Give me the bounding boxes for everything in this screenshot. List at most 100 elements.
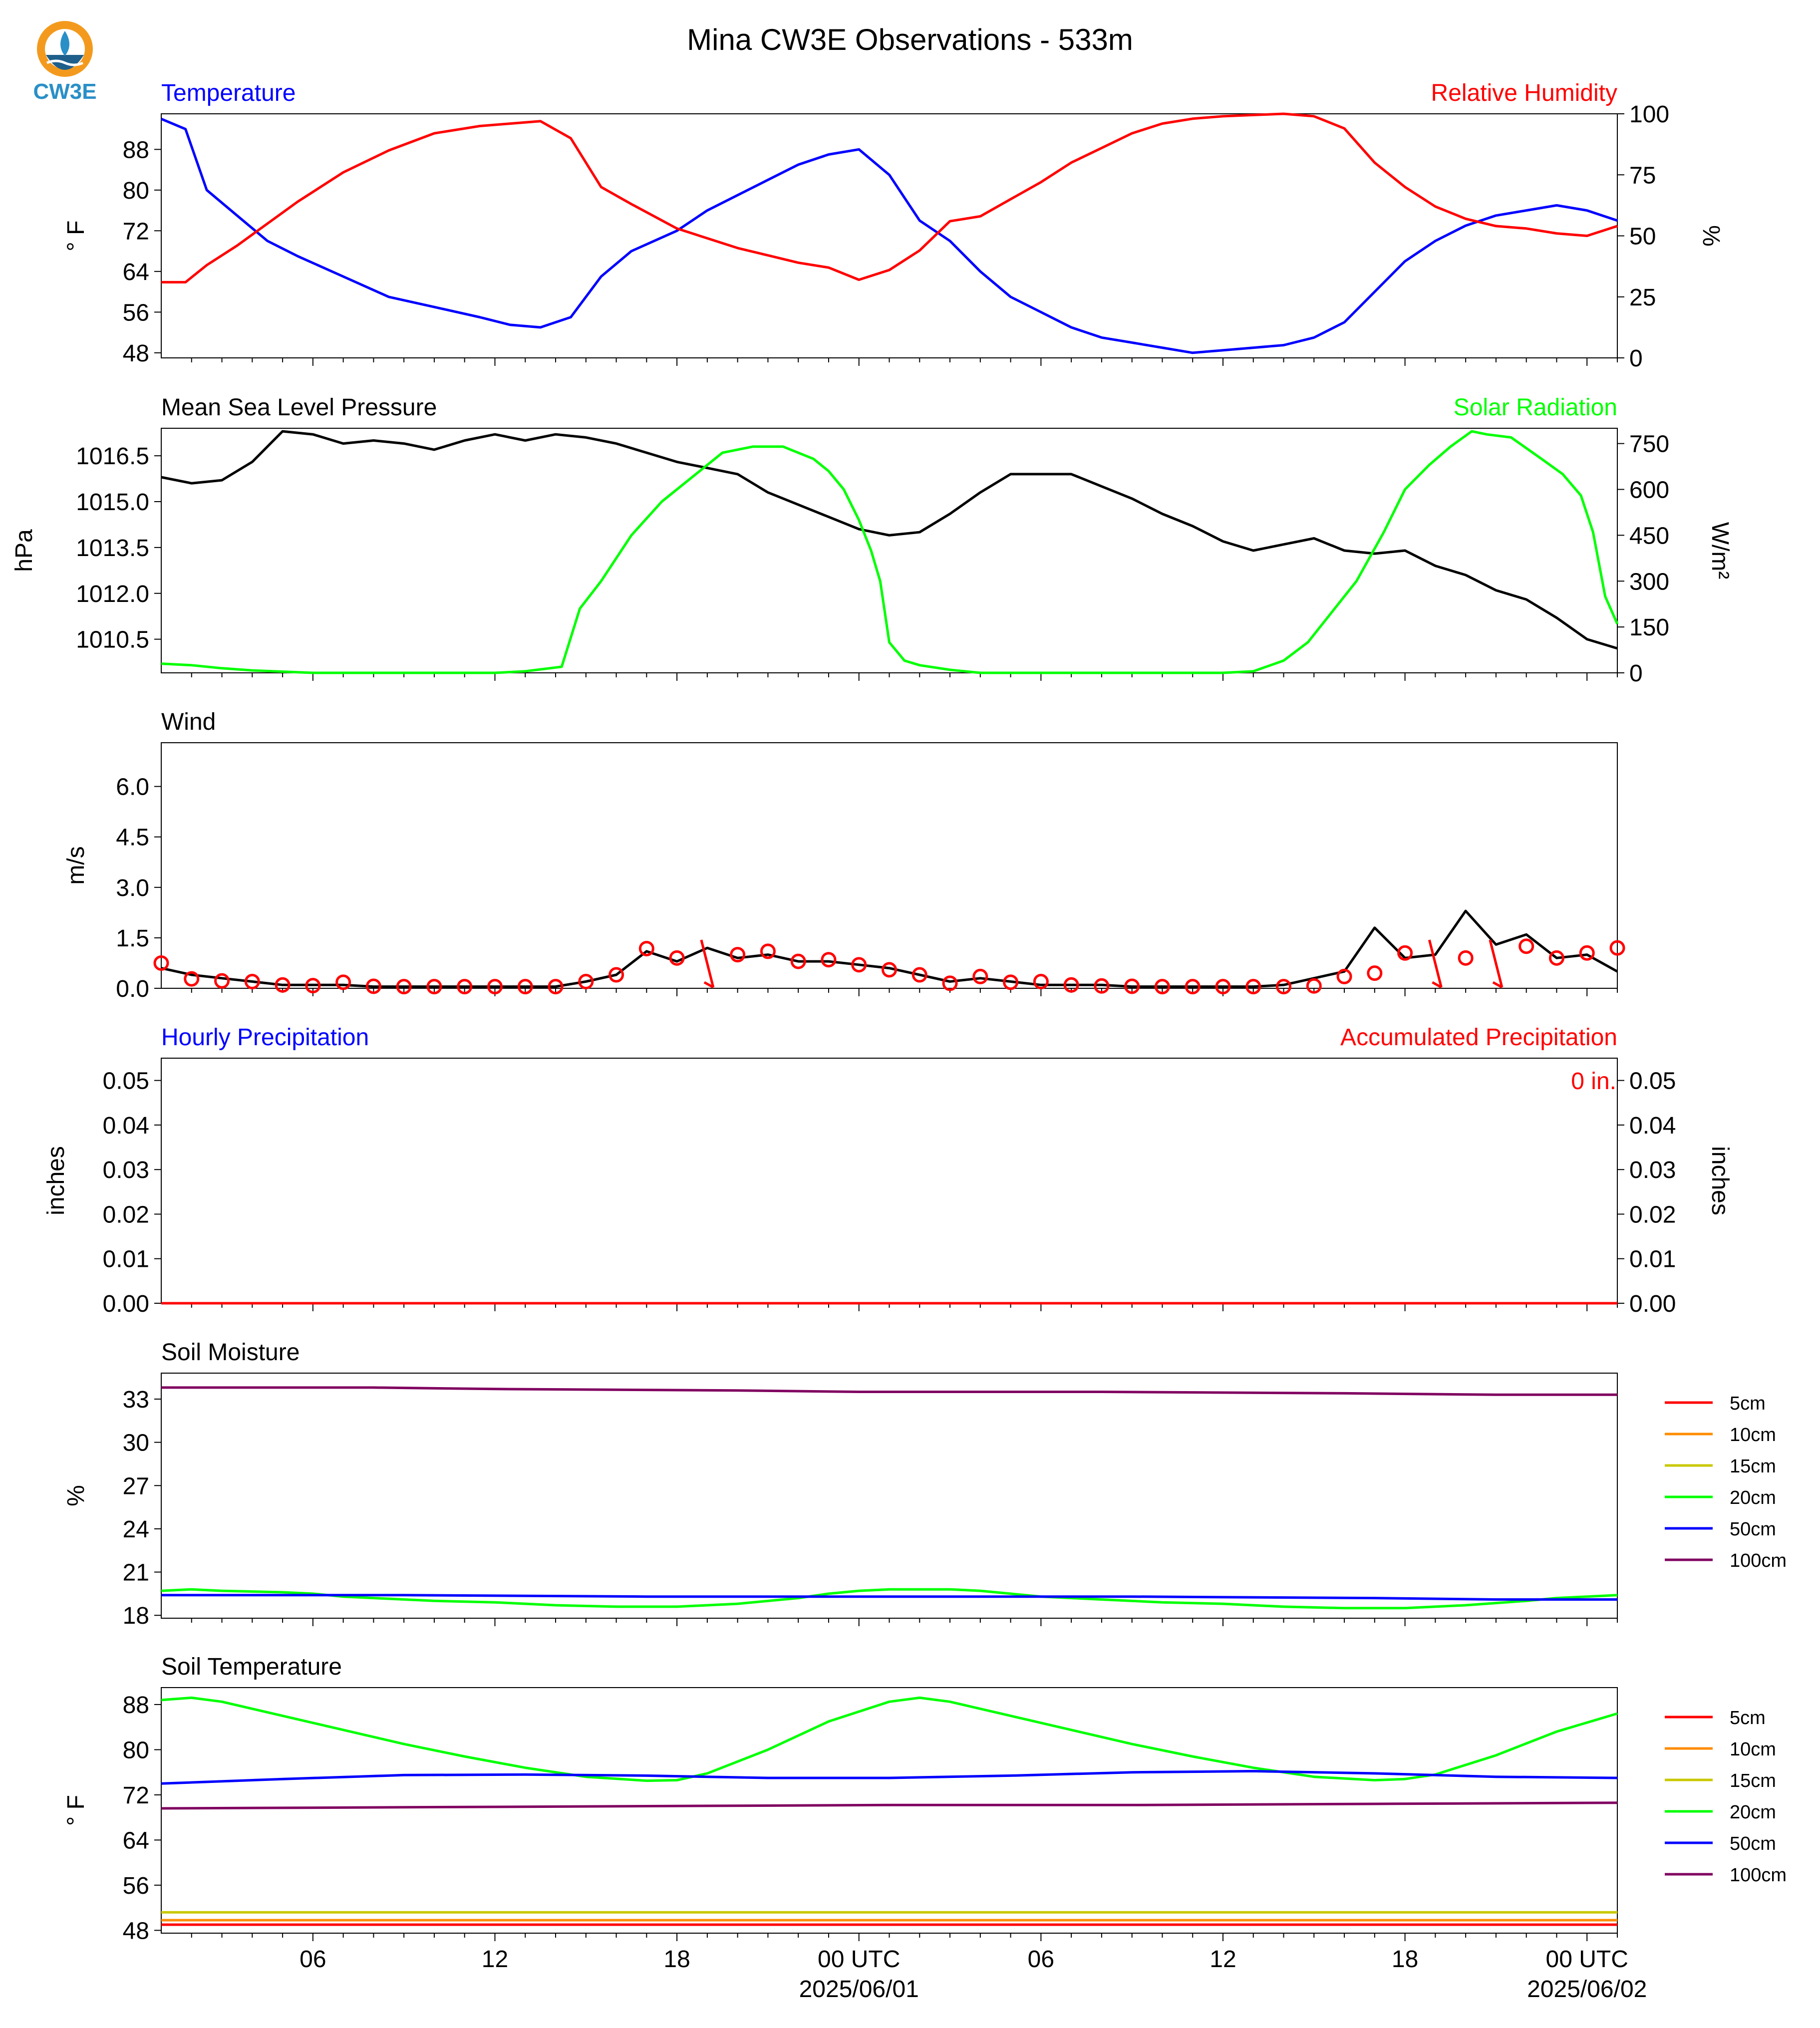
y-tick-label-left: 56 <box>123 1873 149 1899</box>
y-tick-label-right: 0.04 <box>1629 1113 1676 1139</box>
x-tick-label: 06 <box>300 1946 326 1973</box>
legend-label: 100cm <box>1730 1550 1787 1571</box>
legend-label: 5cm <box>1730 1393 1766 1414</box>
y-tick-label-left: 1016.5 <box>76 443 149 470</box>
x-tick-label: 00 UTC <box>1546 1946 1628 1973</box>
y-tick-label-right: 450 <box>1629 523 1669 549</box>
wind-marker <box>911 967 927 983</box>
y-tick-label-left: 21 <box>123 1560 149 1586</box>
y-tick-label-right: 0.03 <box>1629 1157 1676 1183</box>
y-tick-label-left: 1012.0 <box>76 581 149 607</box>
y-tick-label-left: 0.02 <box>103 1201 149 1228</box>
wind-marker <box>851 957 867 973</box>
y-axis-label-right: inches <box>1707 1146 1733 1215</box>
y-axis-label-left: inches <box>43 1146 69 1215</box>
y-axis-label-left: ° F <box>63 1795 89 1826</box>
panel-title-left: Mean Sea Level Pressure <box>161 394 437 421</box>
y-axis-label-right: % <box>1698 225 1724 247</box>
y-tick-label-left: 3.0 <box>116 875 149 901</box>
series-20cm <box>161 1696 1618 1782</box>
wind-marker <box>669 950 685 966</box>
wind-marker <box>335 974 351 990</box>
legend-label: 100cm <box>1730 1865 1787 1886</box>
logo-text: CW3E <box>33 79 96 104</box>
wind-barb-flag <box>1432 981 1442 989</box>
legend-label: 15cm <box>1730 1456 1776 1477</box>
wind-marker <box>548 979 564 995</box>
panel-6: Soil Temperature 48 56 64 72 80 88 ° F 5cm 10cm 15… <box>63 1654 1787 1944</box>
panel-1: Temperature Relative Humidity 48 56 64 72 80 88… <box>63 80 1724 372</box>
x-tick-label: 18 <box>1392 1946 1418 1973</box>
y-tick-label-right: 300 <box>1629 569 1669 595</box>
y-tick-label-left: 56 <box>123 299 149 326</box>
legend-label: 20cm <box>1730 1802 1776 1823</box>
time-axis: 06 12 18 00 UTC 06 12 18 00 UTC 2025/06/01 2025/0… <box>300 1946 1647 2003</box>
series-mean-sea-level-pressure <box>161 430 1618 650</box>
y-tick-label-right: 0.02 <box>1629 1201 1676 1228</box>
wind-marker <box>1276 979 1292 995</box>
y-tick-label-left: 0.03 <box>103 1157 149 1183</box>
y-tick-label-left: 48 <box>123 1918 149 1944</box>
y-tick-label-left: 80 <box>123 1737 149 1763</box>
legend-label: 15cm <box>1730 1770 1776 1791</box>
x-tick-label: 18 <box>663 1946 690 1973</box>
series-100cm <box>161 1801 1618 1810</box>
panel-title-left: Wind <box>161 709 216 735</box>
wind-marker <box>184 971 200 987</box>
wind-marker <box>972 968 988 984</box>
legend: 5cm 10cm 15cm 20cm 50cm 100cm <box>1665 1708 1787 1886</box>
wind-barb-flag <box>703 981 714 989</box>
series-temperature <box>161 117 1618 354</box>
y-tick-label-left: 88 <box>123 137 149 163</box>
y-tick-label-right: 0.05 <box>1629 1068 1676 1095</box>
wind-marker <box>1124 978 1140 994</box>
wind-marker <box>1336 968 1352 984</box>
y-axis-label-left: ° F <box>63 221 89 252</box>
wind-marker <box>153 955 169 971</box>
wind-marker <box>730 947 746 963</box>
panel-title-left: Hourly Precipitation <box>161 1024 369 1051</box>
panel-title-right: Accumulated Precipitation <box>1340 1024 1617 1051</box>
y-tick-label-left: 33 <box>123 1387 149 1413</box>
y-tick-label-left: 0.05 <box>103 1068 149 1095</box>
wind-marker <box>1094 978 1110 994</box>
y-tick-label-left: 24 <box>123 1516 149 1543</box>
y-tick-label-left: 4.5 <box>116 825 149 851</box>
y-tick-label-left: 88 <box>123 1692 149 1719</box>
series-100cm <box>161 1386 1617 1396</box>
wind-marker <box>275 977 291 993</box>
wind-marker <box>1245 979 1261 995</box>
y-tick-label-left: 80 <box>123 178 149 204</box>
legend-label: 10cm <box>1730 1739 1776 1760</box>
y-tick-label-left: 0.00 <box>103 1291 149 1317</box>
wind-marker <box>821 952 837 968</box>
cw3e-logo: CW3E <box>33 21 97 104</box>
panel-3: Wind 0.0 1.5 3.0 4.5 6.0 m/s <box>63 709 1625 1002</box>
wind-marker <box>365 978 381 994</box>
y-tick-label-left: 1010.5 <box>76 627 149 653</box>
y-tick-label-left: 18 <box>123 1603 149 1629</box>
y-tick-label-right: 600 <box>1629 477 1669 504</box>
wind-marker <box>517 979 533 995</box>
y-axis-label-left: m/s <box>63 846 89 884</box>
wind-marker <box>1458 950 1474 966</box>
legend-label: 50cm <box>1730 1833 1776 1854</box>
x-tick-label: 12 <box>482 1946 508 1973</box>
y-tick-label-left: 64 <box>123 1827 149 1854</box>
wind-marker <box>1154 979 1170 995</box>
panel-title-left: Soil Temperature <box>161 1654 342 1680</box>
series-relative-humidity <box>161 112 1618 284</box>
x-date-label: 2025/06/01 <box>799 1976 919 2003</box>
y-tick-label-right: 0.00 <box>1629 1291 1676 1317</box>
series-20cm <box>161 1588 1618 1610</box>
panel-title-right: Relative Humidity <box>1431 80 1617 106</box>
panel-title-left: Soil Moisture <box>161 1339 300 1366</box>
y-tick-label-left: 64 <box>123 259 149 286</box>
figure-title: Mina CW3E Observations - 533m <box>687 23 1133 56</box>
x-tick-label: 06 <box>1028 1946 1054 1973</box>
wind-marker <box>1548 950 1564 966</box>
y-tick-label-right: 50 <box>1629 224 1656 250</box>
y-tick-label-left: 0.0 <box>116 976 149 1002</box>
y-tick-label-right: 0 <box>1629 660 1643 687</box>
wind-marker <box>214 973 230 989</box>
